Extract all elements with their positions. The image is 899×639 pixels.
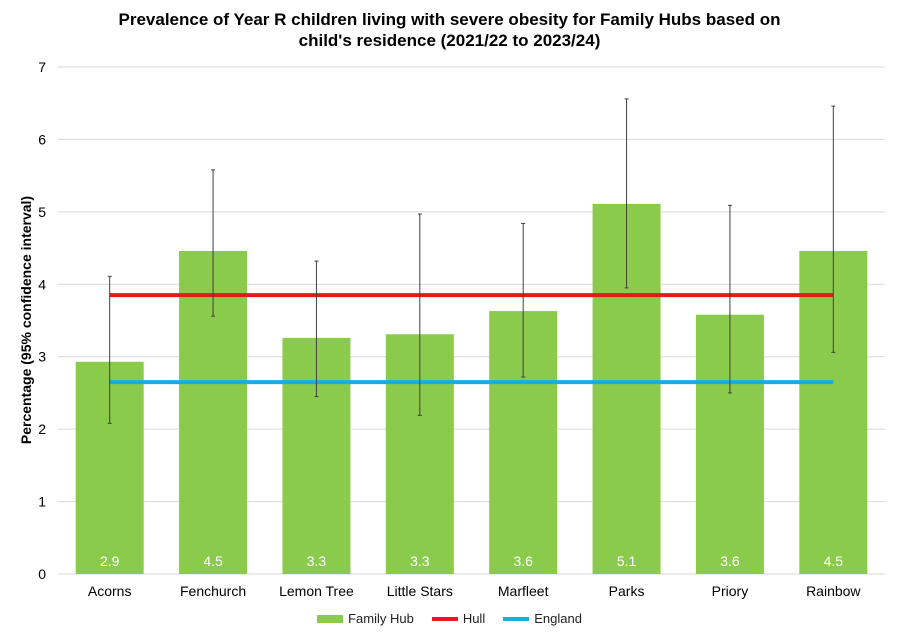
y-tick-label: 3	[38, 349, 46, 365]
legend-swatch-england	[503, 616, 530, 621]
legend-item-england: England	[503, 611, 582, 626]
x-tick-label: Acorns	[88, 583, 132, 599]
y-tick-label: 0	[38, 566, 46, 582]
x-tick-label: Parks	[609, 583, 645, 599]
legend-item-hull: Hull	[431, 611, 486, 626]
data-label: 4.5	[824, 553, 844, 569]
data-label: 2.9	[100, 553, 120, 569]
y-tick-label: 7	[38, 59, 46, 75]
data-label: 3.3	[410, 553, 430, 569]
y-tick-label: 6	[38, 131, 46, 147]
legend-swatch-family-hub	[317, 614, 344, 623]
x-tick-label: Marfleet	[498, 583, 549, 599]
legend-label-family-hub: Family Hub	[348, 611, 414, 626]
y-tick-label: 5	[38, 204, 46, 220]
y-tick-label: 2	[38, 421, 46, 437]
x-tick-label: Fenchurch	[180, 583, 246, 599]
chart-title-line-2: child's residence (2021/22 to 2023/24)	[298, 31, 601, 50]
chart-title-line-1: Prevalence of Year R children living wit…	[118, 10, 781, 29]
data-label: 3.6	[513, 553, 533, 569]
legend-item-family-hub: Family Hub	[317, 611, 414, 626]
x-tick-label: Priory	[712, 583, 749, 599]
x-tick-label: Little Stars	[387, 583, 453, 599]
x-tick-label: Lemon Tree	[279, 583, 354, 599]
legend-label-hull: Hull	[462, 611, 486, 626]
legend-label-england: England	[534, 611, 582, 626]
data-label: 4.5	[203, 553, 223, 569]
y-tick-label: 4	[38, 276, 46, 292]
legend: Family Hub Hull England	[0, 611, 899, 626]
legend-swatch-hull	[431, 616, 458, 621]
x-tick-label: Rainbow	[806, 583, 861, 599]
data-label: 5.1	[617, 553, 637, 569]
data-label: 3.6	[720, 553, 740, 569]
data-label: 3.3	[307, 553, 327, 569]
y-tick-label: 1	[38, 494, 46, 510]
